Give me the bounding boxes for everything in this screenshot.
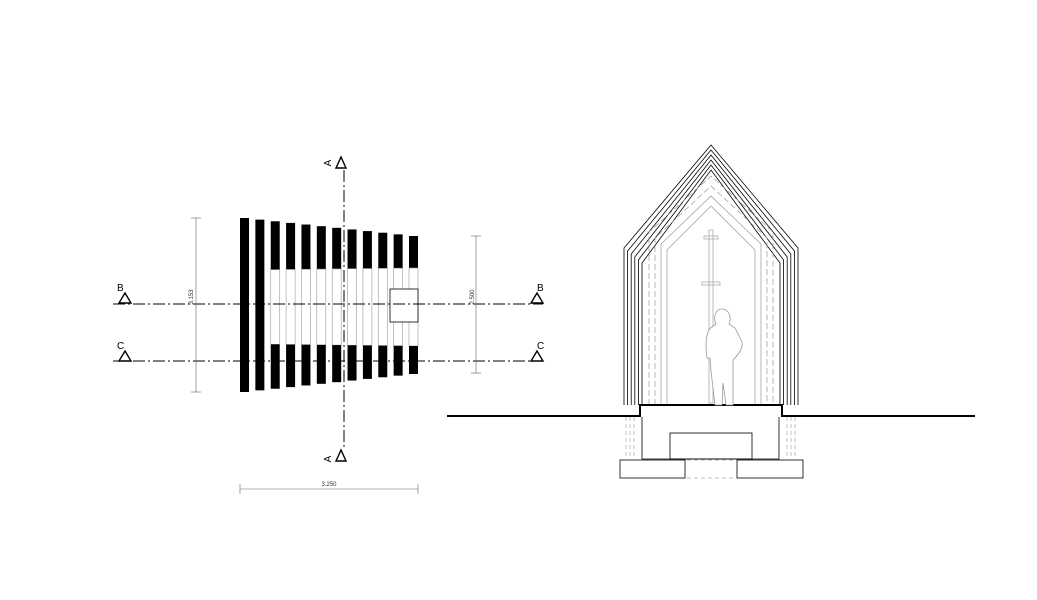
plan-fin-open: [270, 269, 281, 345]
plan-fin-open: [347, 268, 357, 346]
plan-fins: [240, 218, 419, 392]
cross: [701, 229, 721, 404]
dimension-overall-width: 3.250: [239, 482, 419, 494]
plan-fin: [316, 226, 326, 270]
section-marker-a-top: A: [323, 155, 348, 169]
foundation: [619, 417, 804, 479]
plan-fin-open: [362, 268, 373, 346]
plan-fin: [286, 222, 296, 270]
section-label-a-top: A: [323, 159, 334, 166]
gable-frame: [641, 169, 781, 405]
floor-plan: A A B B C C 3.153: [113, 155, 545, 494]
plan-fin-open: [285, 269, 296, 345]
section-label-b-left: B: [117, 283, 124, 294]
plan-fin: [240, 218, 249, 392]
section-marker-a-bottom: A: [323, 448, 348, 462]
dimension-right-height: 2.500: [470, 235, 481, 374]
human-figure: [705, 308, 743, 406]
gable-frame: [634, 159, 788, 405]
plan-fin: [347, 345, 357, 381]
plan-fin: [332, 345, 342, 383]
plan-fin: [362, 345, 372, 379]
plan-fin: [378, 232, 388, 269]
section-marker-c-right: C: [529, 341, 545, 362]
section-label-c-left: C: [117, 341, 124, 352]
plan-fin-open: [331, 268, 342, 346]
plan-fin: [316, 344, 326, 384]
section-marker-b-left: B: [117, 283, 133, 304]
gable-frame-inner: [654, 185, 768, 405]
section-view: [447, 144, 975, 479]
foundation-hatch: [625, 417, 796, 458]
plan-fin: [255, 219, 265, 391]
plan-fin: [301, 344, 311, 386]
gable-frame: [623, 144, 799, 405]
plan-fin-open: [377, 268, 388, 346]
gable-frame: [630, 154, 792, 405]
gable-frame-inner: [666, 205, 756, 405]
section-label-b-right: B: [537, 283, 544, 294]
plan-fin: [393, 234, 403, 269]
dimension-label-overall-width: 3.250: [321, 482, 337, 488]
gable-frame-lines: [623, 144, 799, 405]
plan-fin: [286, 344, 296, 388]
gable-frame: [627, 149, 795, 405]
section-label-a-bottom: A: [323, 455, 334, 462]
plan-fin: [409, 346, 418, 374]
ground-line: [447, 404, 975, 417]
plan-fin-open: [316, 268, 327, 346]
dimension-left-height: 3.153: [189, 217, 201, 393]
plan-entrance: [389, 288, 419, 323]
gable-frame-inner: [660, 195, 762, 405]
plan-fin-open: [301, 268, 311, 346]
dimension-label-left-height: 3.153: [189, 289, 195, 305]
section-marker-c-left: C: [117, 341, 133, 362]
dimension-label-right-height: 2.500: [470, 289, 476, 305]
gable-frame: [638, 164, 784, 405]
plan-fin: [332, 227, 342, 269]
plan-fin: [270, 221, 280, 270]
plan-fin: [301, 224, 311, 270]
section-marker-b-right: B: [529, 283, 545, 304]
plan-fin: [270, 344, 280, 389]
section-label-c-right: C: [537, 341, 544, 352]
plan-fin: [362, 231, 372, 269]
gable-frame-inner: [648, 175, 774, 405]
plan-fin: [409, 236, 418, 268]
plan-fin: [347, 229, 357, 269]
